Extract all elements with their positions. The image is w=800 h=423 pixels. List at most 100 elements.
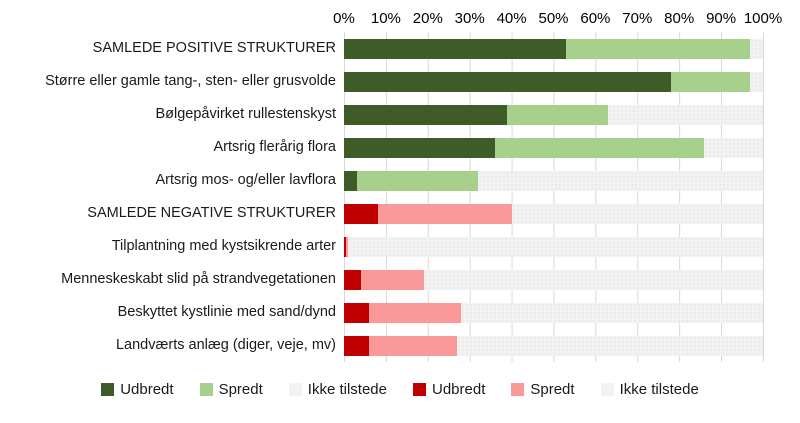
bar-segment-spredt [494,138,705,158]
legend-swatch [511,383,525,396]
bar-segment-ikke-tilstede [461,303,763,323]
chart-row: SAMLEDE POSITIVE STRUKTURER [0,32,800,65]
bar-segment-spredt [369,336,458,356]
stacked-bar [344,171,763,191]
bar-track [344,329,764,362]
x-axis-row: 0% 10% 20% 30% 40% 50% 60% 70% 80% 90% 100% [0,0,800,32]
legend-item: Udbredt [413,381,485,398]
x-axis-tick-label: 90% [706,10,737,27]
stacked-bar [344,72,763,92]
bar-segment-ikke-tilstede [423,270,763,290]
bar-track [344,263,764,296]
legend-swatch [413,383,426,396]
bar-track [344,32,764,65]
chart-row: Artsrig mos- og/eller lavflora [0,164,800,197]
stacked-bar [344,105,763,125]
legend-item: Spredt [199,381,263,398]
stacked-bar [344,270,763,290]
bar-segment-udbredt [344,237,347,257]
x-axis-tick-label: 30% [454,10,485,27]
x-axis: 0% 10% 20% 30% 40% 50% 60% 70% 80% 90% 100% [333,0,782,32]
x-axis-tick-label: 0% [333,10,355,27]
stacked-bar [344,138,763,158]
bar-segment-udbredt [344,171,357,191]
legend-item: Udbredt [101,381,174,398]
bar-segment-udbredt [344,270,361,290]
x-axis-tick-label: 10% [370,10,401,27]
legend-label: Spredt [218,381,263,398]
chart-row: Bølgepåvirket rullestenskyst [0,98,800,131]
legend: Udbredt Spredt Ikke tilstede Udbredt Spredt I… [0,381,800,398]
bar-track [344,65,764,98]
bar-segment-udbredt [344,39,567,59]
bar-segment-ikke-tilstede [607,105,763,125]
chart-row: Menneskeskabt slid på strandvegetationen [0,263,800,296]
bar-track [344,197,764,230]
bar-segment-spredt [346,237,349,257]
chart-row: Større eller gamle tang-, sten- eller gr… [0,65,800,98]
bar-segment-udbredt [344,72,671,92]
category-label: Tilplantning med kystsikrende arter [111,238,336,254]
category-label: Artsrig mos- og/eller lavflora [155,172,337,188]
bar-segment-udbredt [344,138,495,158]
category-label: SAMLEDE NEGATIVE STRUKTURER [87,205,336,221]
x-axis-tick-label: 60% [580,10,611,27]
category-label: Artsrig flerårig flora [213,139,336,155]
category-label: Landværts anlæg (diger, veje, mv) [115,337,336,353]
x-axis-tick-label: 50% [538,10,569,27]
legend-swatch [199,383,213,396]
stacked-bar [344,39,763,59]
bar-segment-ikke-tilstede [750,39,763,59]
bar-track [344,131,764,164]
legend-label: Ikke tilstede [619,381,699,398]
bar-segment-ikke-tilstede [348,237,763,257]
x-axis-tick-label: 100% [743,10,783,27]
legend-label: Udbredt [120,381,174,398]
bar-segment-spredt [356,171,479,191]
bar-segment-ikke-tilstede [457,336,763,356]
bar-track [344,98,764,131]
x-axis-tick-label: 40% [496,10,527,27]
bar-segment-spredt [507,105,608,125]
bar-segment-udbredt [344,105,508,125]
stacked-bar [344,303,763,323]
chart-row: Landværts anlæg (diger, veje, mv) [0,329,800,362]
chart-row: Tilplantning med kystsikrende arter [0,230,800,263]
category-label: Menneskeskabt slid på strandvegetationen [61,271,336,287]
bar-segment-ikke-tilstede [511,204,763,224]
bar-segment-spredt [566,39,751,59]
category-label: SAMLEDE POSITIVE STRUKTURER [92,40,336,56]
legend-swatch [101,383,115,396]
stacked-bar [344,237,763,257]
bar-segment-ikke-tilstede [478,171,763,191]
legend-item: Ikke tilstede [288,381,387,398]
bar-track [344,164,764,197]
stacked-bar [344,336,763,356]
legend-swatch [288,383,302,396]
stacked-bar [344,204,763,224]
bar-track [344,230,764,263]
bar-segment-udbredt [344,303,370,323]
bar-segment-udbredt [344,204,378,224]
category-label: Beskyttet kystlinie med sand/dynd [117,304,336,320]
bar-segment-udbredt [344,336,370,356]
x-axis-tick-label: 70% [622,10,653,27]
bar-segment-spredt [360,270,424,290]
chart-row: Beskyttet kystlinie med sand/dynd [0,296,800,329]
legend-label: Ikke tilstede [307,381,387,398]
legend-label: Udbredt [432,381,486,398]
bar-segment-ikke-tilstede [750,72,763,92]
bar-segment-spredt [377,204,512,224]
legend-item: Ikke tilstede [600,381,699,398]
bar-segment-spredt [670,72,751,92]
legend-item: Spredt [511,381,575,398]
legend-label: Spredt [530,381,575,398]
chart-row: SAMLEDE NEGATIVE STRUKTURER [0,197,800,230]
legend-swatch [600,383,614,396]
bar-track [344,296,764,329]
chart-row: Artsrig flerårig flora [0,131,800,164]
chart-rows: SAMLEDE POSITIVE STRUKTURER Større eller … [0,32,800,362]
bar-segment-ikke-tilstede [704,138,763,158]
category-label: Større eller gamle tang-, sten- eller gr… [45,73,336,89]
